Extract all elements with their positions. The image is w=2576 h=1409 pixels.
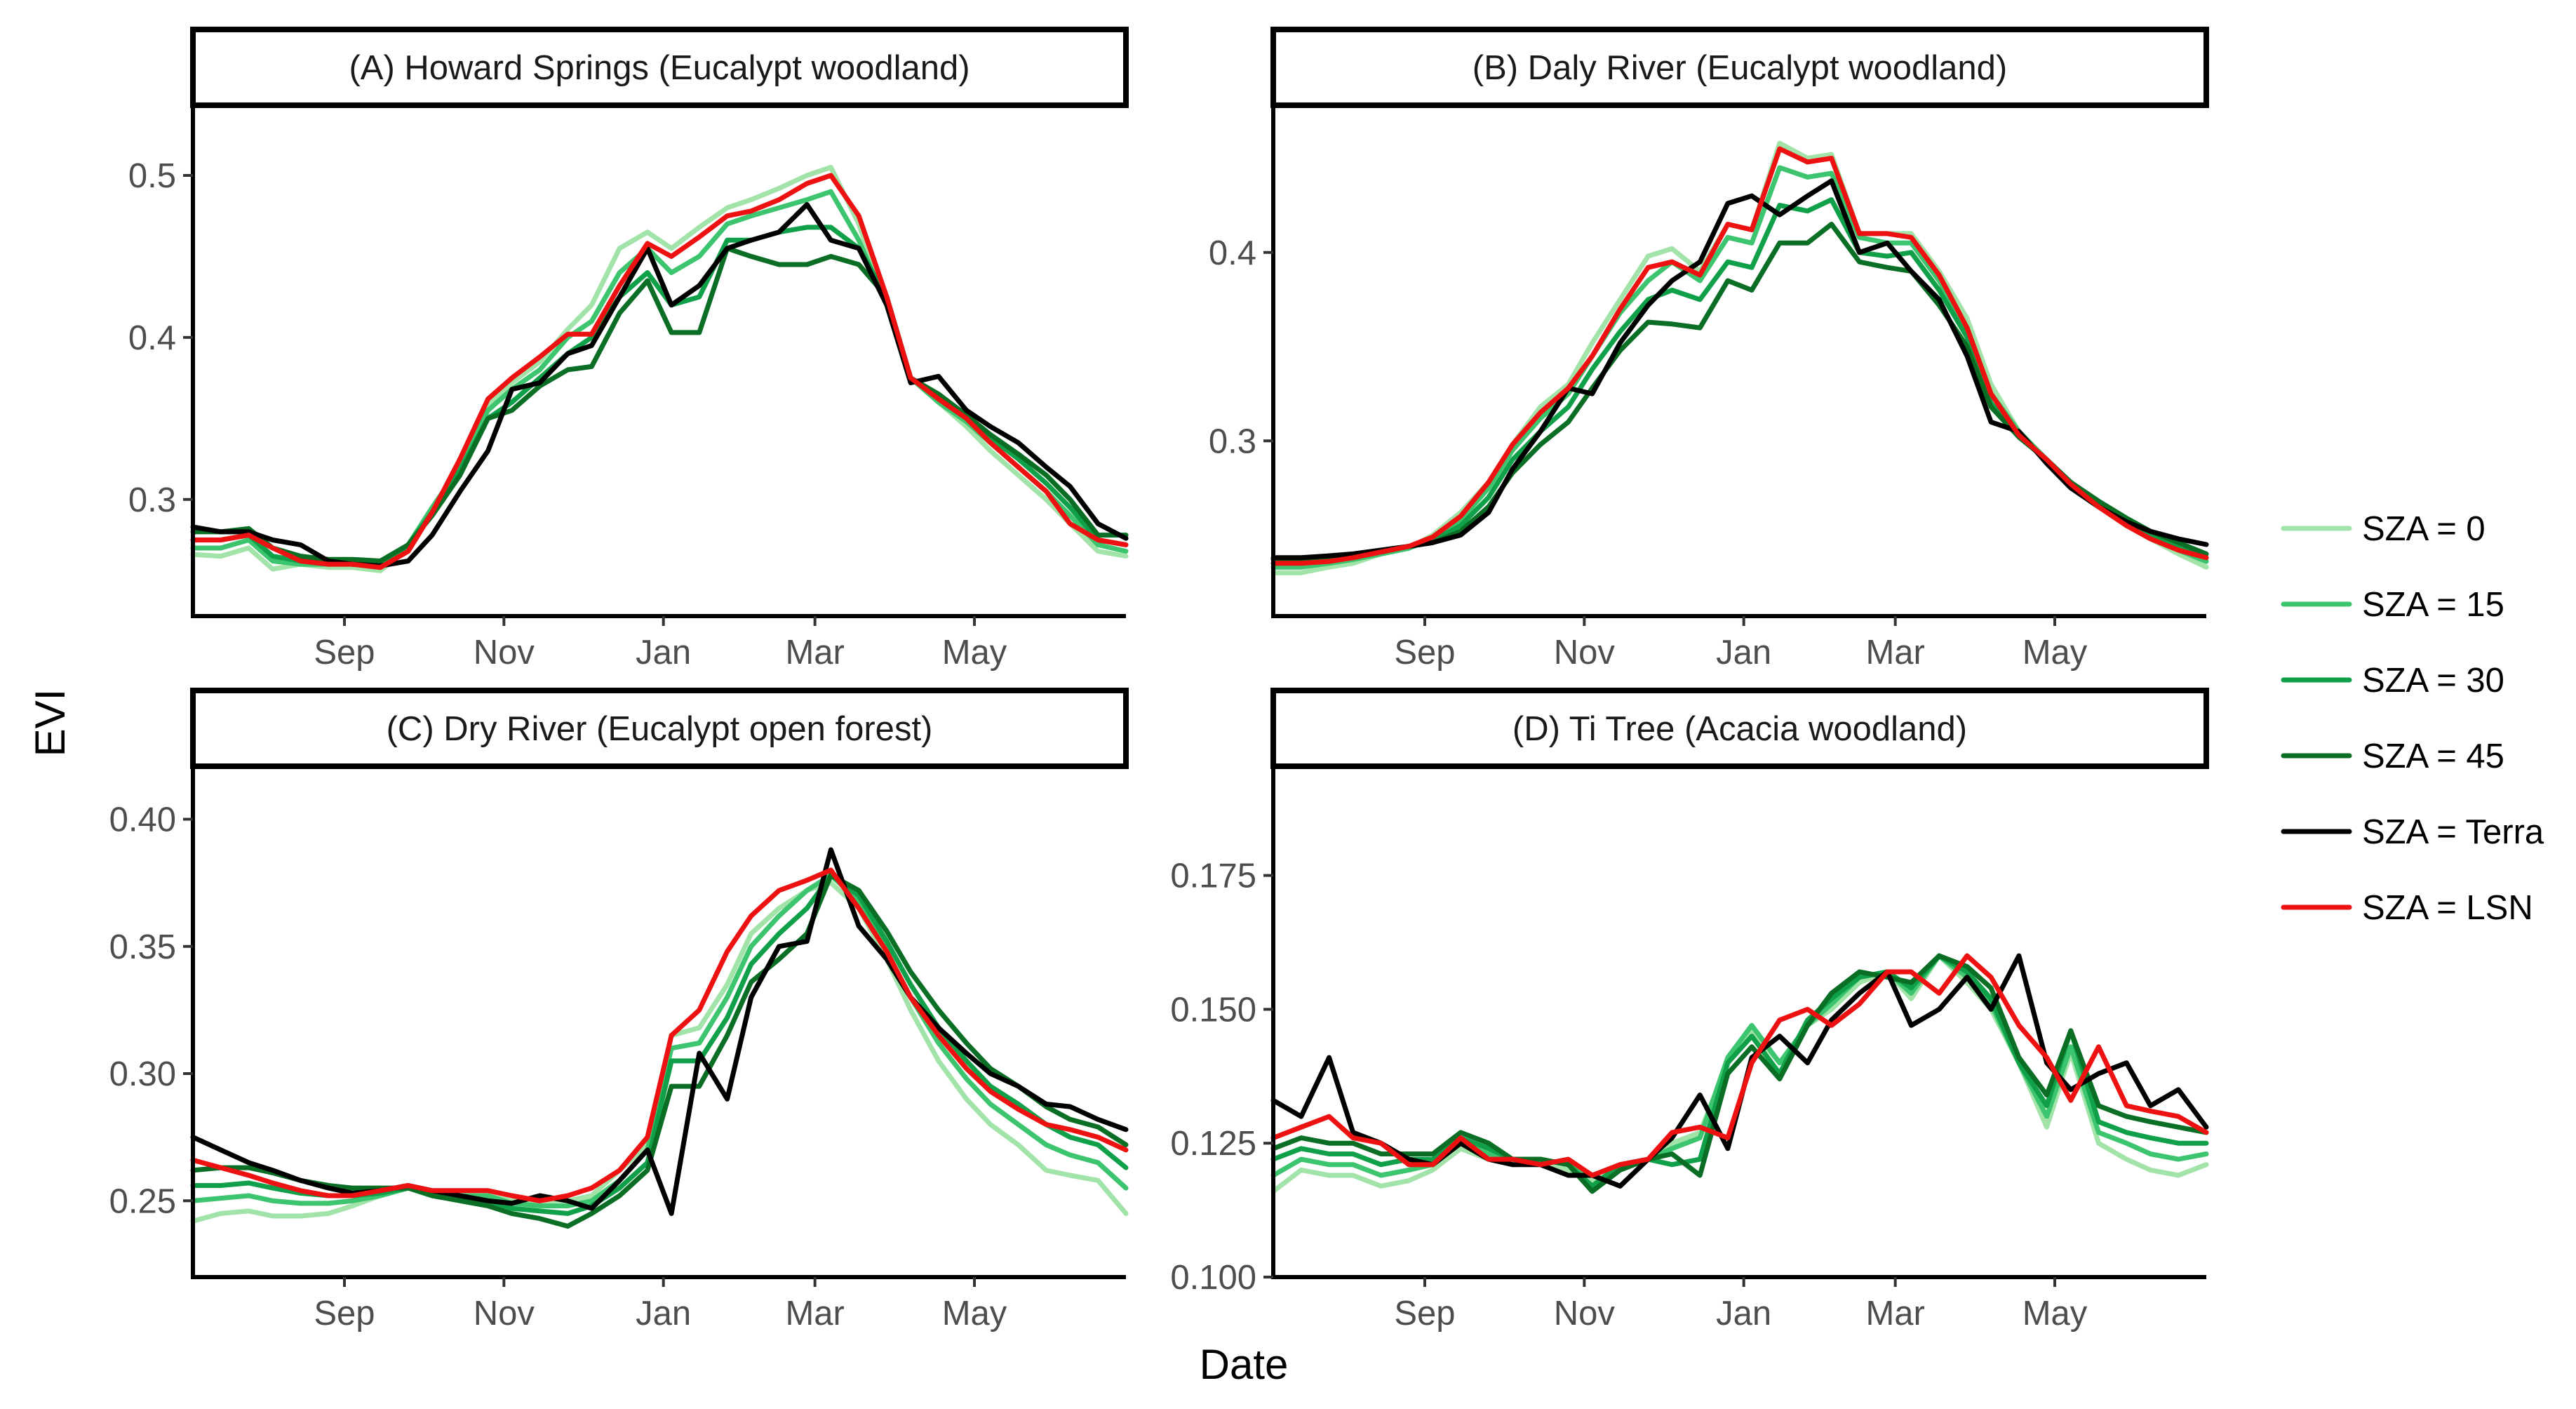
y-tick-label: 0.3: [128, 481, 176, 519]
panel-daly-river: (B) Daly River (Eucalypt woodland) Sep No…: [1209, 27, 2209, 672]
legend-label: SZA = 15: [2362, 586, 2504, 624]
legend-item-sza-0: SZA = 0: [2281, 510, 2486, 548]
y-tick-label: 0.125: [1170, 1125, 1256, 1163]
panel-strip: [190, 688, 1129, 769]
y-tick-label: 0.150: [1170, 991, 1256, 1029]
legend-item-sza-lsn: SZA = LSN: [2281, 889, 2533, 927]
y-tick-label: 0.35: [109, 928, 176, 966]
series-line-sza-45: [1270, 953, 2209, 1194]
legend-label: SZA = 0: [2362, 510, 2486, 548]
legend-item-sza-terra: SZA = Terra: [2281, 813, 2544, 851]
x-tick-label: Sep: [314, 634, 375, 672]
series-group: [190, 847, 1129, 1229]
x-tick-label: Mar: [785, 634, 844, 672]
series-line-sza-30: [1270, 953, 2209, 1189]
panel-dry-river: (C) Dry River (Eucalypt open forest) Sep…: [109, 688, 1129, 1333]
x-tick-label: Nov: [474, 634, 535, 672]
x-tick-label: May: [2022, 1295, 2088, 1333]
series-line-sza-0: [190, 164, 1129, 573]
y-tick-label: 0.30: [109, 1055, 176, 1093]
x-tick-label: Nov: [474, 1295, 535, 1333]
series-line-sza-terra: [190, 847, 1129, 1216]
axis-group: Sep Nov Jan Mar May 0.3 0.4 0.5: [128, 106, 1126, 672]
legend-label: SZA = LSN: [2362, 889, 2533, 927]
y-tick-label: 0.175: [1170, 857, 1256, 895]
panel-title: (A) Howard Springs (Eucalypt woodland): [349, 49, 970, 87]
legend-label: SZA = 45: [2362, 737, 2504, 775]
series-line-sza-lsn: [190, 173, 1129, 570]
x-tick-label: Sep: [1394, 634, 1455, 672]
series-group: [1270, 953, 2209, 1194]
x-tick-label: Jan: [1716, 634, 1771, 672]
x-axis-title: Date: [1200, 1341, 1289, 1388]
series-group: [190, 164, 1129, 573]
panel-title: (B) Daly River (Eucalypt woodland): [1473, 49, 2008, 87]
legend-label: SZA = Terra: [2362, 813, 2544, 851]
panel-title: (D) Ti Tree (Acacia woodland): [1512, 710, 1967, 748]
x-tick-label: Jan: [636, 1295, 691, 1333]
x-tick-label: Mar: [1865, 1295, 1924, 1333]
panel-strip: [190, 27, 1129, 108]
y-tick-label: 0.25: [109, 1182, 176, 1220]
panel-strip: [1270, 688, 2209, 769]
series-line-sza-15: [190, 872, 1129, 1208]
panel-ti-tree: (D) Ti Tree (Acacia woodland) Sep Nov Jan M…: [1170, 688, 2209, 1333]
y-tick-label: 0.4: [1209, 234, 1256, 272]
panel-howard-springs: (A) Howard Springs (Eucalypt woodland) S…: [128, 27, 1129, 672]
axis-group: Sep Nov Jan Mar May 0.3 0.4: [1209, 106, 2206, 672]
y-tick-label: 0.4: [128, 319, 176, 357]
x-tick-label: Sep: [314, 1295, 375, 1333]
series-line-sza-lsn: [1270, 953, 2209, 1178]
x-tick-label: Sep: [1394, 1295, 1455, 1333]
legend-item-sza-30: SZA = 30: [2281, 662, 2504, 700]
y-tick-label: 0.3: [1209, 422, 1256, 460]
x-tick-label: May: [942, 634, 1007, 672]
legend-item-sza-15: SZA = 15: [2281, 586, 2504, 624]
series-line-sza-lsn: [1270, 146, 2209, 566]
series-group: [1270, 140, 2209, 575]
x-tick-label: May: [2022, 634, 2088, 672]
legend: SZA = 0 SZA = 15 SZA = 30 SZA = 45 SZA = Ter…: [2281, 510, 2544, 927]
x-tick-label: Mar: [785, 1295, 844, 1333]
x-tick-label: Nov: [1554, 1295, 1616, 1333]
axis-group: Sep Nov Jan Mar May 0.25 0.30 0.35 0.40: [109, 767, 1126, 1333]
y-tick-label: 0.5: [128, 157, 176, 195]
panel-strip: [1270, 27, 2209, 108]
y-tick-label: 0.100: [1170, 1259, 1256, 1297]
x-tick-label: Jan: [636, 634, 691, 672]
legend-item-sza-45: SZA = 45: [2281, 737, 2504, 775]
legend-label: SZA = 30: [2362, 662, 2504, 700]
x-tick-label: Jan: [1716, 1295, 1771, 1333]
y-axis-title: EVI: [27, 689, 74, 757]
series-line-sza-45: [190, 872, 1129, 1229]
series-line-sza-45: [190, 246, 1129, 563]
series-line-sza-terra: [1270, 178, 2209, 561]
x-tick-label: May: [942, 1295, 1007, 1333]
x-tick-label: Mar: [1865, 634, 1924, 672]
panel-title: (C) Dry River (Eucalypt open forest): [387, 710, 933, 748]
y-tick-label: 0.40: [109, 801, 176, 839]
series-line-sza-lsn: [190, 867, 1129, 1203]
x-tick-label: Nov: [1554, 634, 1616, 672]
axis-group: Sep Nov Jan Mar May 0.100 0.125 0.150 0.175: [1170, 767, 2206, 1333]
